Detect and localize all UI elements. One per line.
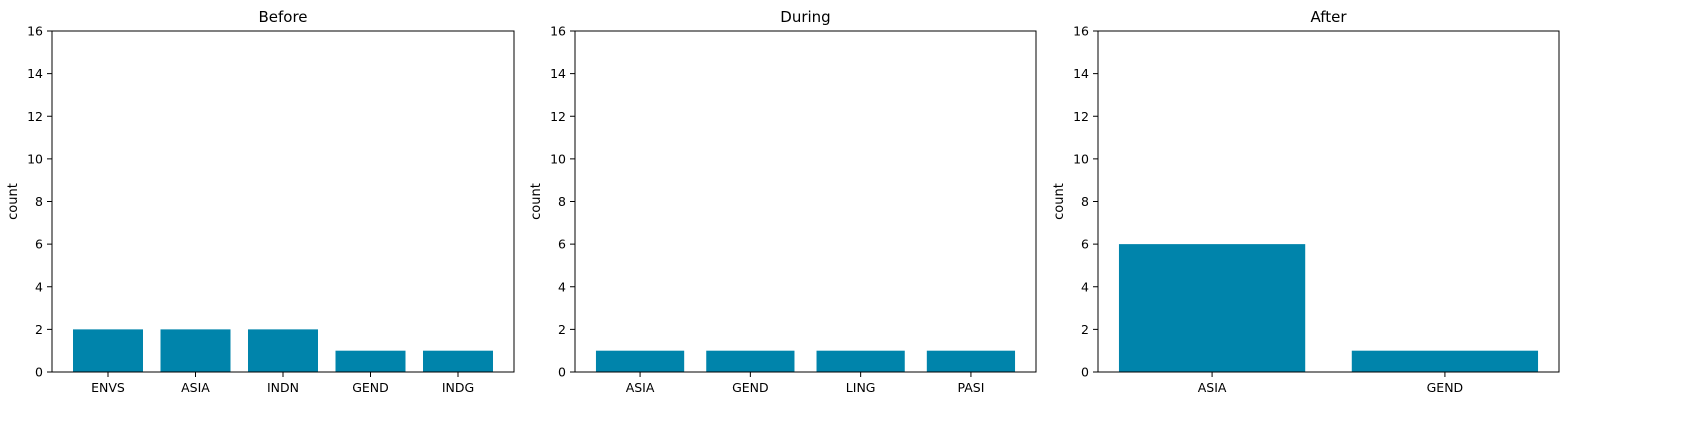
y-tick-label: 8 [35, 194, 43, 209]
panel-before: Before count 0 2 4 6 8 10 12 14 16 ENVS ASIA INDN G… [6, 8, 515, 395]
y-axis-ticks: 0 2 4 6 8 10 12 14 16 [27, 24, 52, 380]
x-tick-label: ASIA [626, 380, 655, 395]
y-tick-label: 8 [1081, 194, 1089, 209]
y-tick-label: 6 [1081, 237, 1089, 252]
y-tick-label: 16 [27, 24, 43, 39]
bar [1351, 350, 1539, 372]
x-tick-label: ASIA [181, 380, 210, 395]
chart-title: During [780, 8, 830, 26]
y-tick-label: 6 [35, 237, 43, 252]
bar [248, 329, 318, 372]
x-tick-label: ENVS [91, 380, 125, 395]
y-tick-label: 10 [1073, 151, 1089, 166]
y-tick-label: 10 [550, 151, 566, 166]
y-tick-label: 0 [558, 365, 566, 380]
y-tick-label: 2 [1081, 322, 1089, 337]
bars [1118, 244, 1539, 372]
y-tick-label: 4 [35, 279, 43, 294]
x-tick-label: GEND [1427, 380, 1464, 395]
y-axis-ticks: 0 2 4 6 8 10 12 14 16 [550, 24, 575, 380]
axes-frame [574, 30, 1037, 373]
y-tick-label: 8 [558, 194, 566, 209]
x-axis-ticks: ENVS ASIA INDN GEND INDG [91, 372, 474, 395]
x-tick-label: INDN [267, 380, 299, 395]
y-tick-label: 16 [550, 24, 566, 39]
x-tick-label: PASI [957, 380, 984, 395]
chart-title: After [1310, 8, 1347, 26]
bar [160, 329, 231, 372]
bar [1118, 244, 1306, 372]
x-axis-ticks: ASIA GEND [1198, 372, 1463, 395]
bar [335, 350, 406, 372]
panel-after: After count 0 2 4 6 8 10 12 14 16 ASIA GEND [1052, 8, 1560, 395]
x-tick-label: GEND [732, 380, 769, 395]
x-tick-label: ASIA [1198, 380, 1227, 395]
axes-frame [1097, 30, 1560, 373]
y-tick-label: 0 [1081, 365, 1089, 380]
y-tick-label: 4 [558, 279, 566, 294]
y-tick-label: 14 [1073, 66, 1089, 81]
y-tick-label: 2 [35, 322, 43, 337]
y-tick-label: 14 [27, 66, 43, 81]
y-axis-label: count [529, 183, 544, 220]
y-tick-label: 6 [558, 237, 566, 252]
bar [706, 350, 795, 372]
y-axis-label: count [6, 183, 21, 220]
bar [73, 329, 143, 372]
x-tick-label: LING [846, 380, 876, 395]
y-tick-label: 2 [558, 322, 566, 337]
bar [926, 350, 1016, 372]
y-tick-label: 10 [27, 151, 43, 166]
panel-during: During count 0 2 4 6 8 10 12 14 16 ASIA GEND LING P… [529, 8, 1037, 395]
y-tick-label: 16 [1073, 24, 1089, 39]
axes-frame [51, 30, 515, 373]
chart-title: Before [258, 8, 307, 26]
y-tick-label: 12 [27, 109, 43, 124]
bars [73, 329, 493, 372]
y-axis-label: count [1052, 183, 1067, 220]
y-tick-label: 12 [1073, 109, 1089, 124]
y-axis-ticks: 0 2 4 6 8 10 12 14 16 [1073, 24, 1098, 380]
y-tick-label: 14 [550, 66, 566, 81]
y-tick-label: 12 [550, 109, 566, 124]
x-axis-ticks: ASIA GEND LING PASI [626, 372, 984, 395]
y-tick-label: 0 [35, 365, 43, 380]
bar [423, 350, 493, 372]
bar [816, 350, 905, 372]
x-tick-label: GEND [352, 380, 389, 395]
bars [595, 350, 1016, 372]
bar [595, 350, 685, 372]
y-tick-label: 4 [1081, 279, 1089, 294]
x-tick-label: INDG [442, 380, 474, 395]
